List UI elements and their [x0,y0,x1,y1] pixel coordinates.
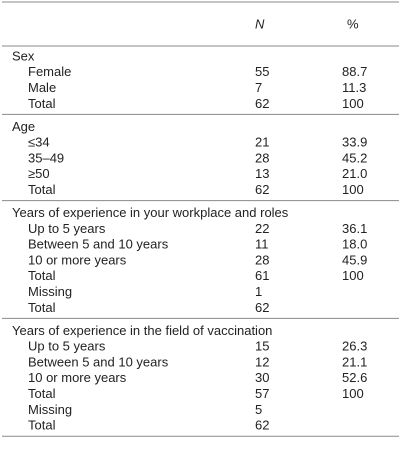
cell-pct: 45.2 [342,150,367,165]
cell-n: 57 [255,386,269,401]
cell-n: 62 [255,96,269,111]
cell-n: 15 [255,339,269,354]
row-label: Total [28,96,56,111]
row-label: Male [28,80,56,95]
cell-pct: 100 [342,96,364,111]
cell-n: 28 [255,252,269,267]
row-label: Between 5 and 10 years [28,354,169,369]
cell-n: 61 [255,268,269,283]
cell-pct: 88.7 [342,64,367,79]
cell-pct: 21.1 [342,354,367,369]
row-label: Between 5 and 10 years [28,237,169,252]
row-label: Up to 5 years [28,339,106,354]
cell-n: 5 [255,402,262,417]
cell-n: 11 [255,237,269,252]
cell-n: 30 [255,370,269,385]
cell-n: 13 [255,166,269,181]
cell-pct: 26.3 [342,339,367,354]
cell-pct: 52.6 [342,370,367,385]
cell-pct: 21.0 [342,166,367,181]
cell-n: 28 [255,150,269,165]
cell-n: 12 [255,354,269,369]
row-label: Total [28,386,56,401]
cell-pct: 100 [342,268,364,283]
cell-n: 62 [255,300,269,315]
cell-n: 21 [255,135,269,150]
section-title: Years of experience in your workplace an… [12,205,289,220]
cell-pct: 18.0 [342,237,367,252]
row-label: 10 or more years [28,370,127,385]
row-label: ≥50 [28,166,50,181]
row-label: Total [28,418,56,433]
cell-pct: 100 [342,182,364,197]
row-label: Missing [28,402,72,417]
row-label: Female [28,64,71,79]
cell-pct: 33.9 [342,135,367,150]
row-label: Total [28,268,56,283]
cell-pct: 100 [342,386,364,401]
cell-n: 22 [255,221,269,236]
cell-n: 62 [255,182,269,197]
row-label: 35–49 [28,150,64,165]
cell-pct: 36.1 [342,221,367,236]
cell-n: 7 [255,80,262,95]
cell-pct: 11.3 [342,80,366,95]
cell-n: 62 [255,418,269,433]
row-label: ≤34 [28,135,50,150]
cell-pct: 45.9 [342,252,367,267]
row-label: Total [28,300,56,315]
cell-n: 1 [255,284,262,299]
row-label: Missing [28,284,72,299]
section-title: Sex [12,48,35,63]
row-label: 10 or more years [28,252,127,267]
row-label: Up to 5 years [28,221,106,236]
section-title: Age [12,119,35,134]
section-title: Years of experience in the field of vacc… [12,323,272,338]
header-n: N [255,16,265,31]
row-label: Total [28,182,56,197]
header-pct: % [347,16,359,31]
cell-n: 55 [255,64,269,79]
